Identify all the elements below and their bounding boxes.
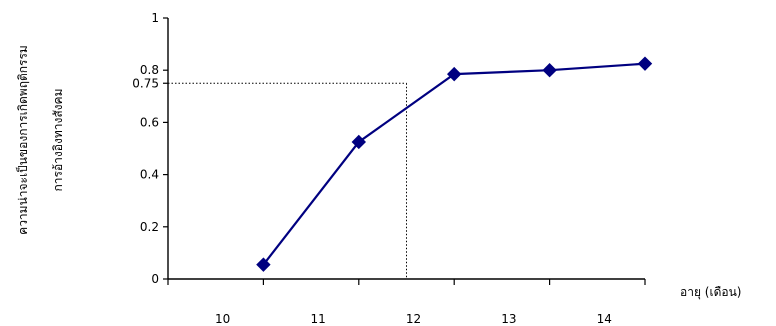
y-tick-label-3: 0.6 (140, 115, 159, 129)
x-tick-label-1: 11 (310, 312, 325, 326)
y-tick-label-4: 0.75 (132, 76, 159, 90)
x-axis-ticks: 10 11 12 13 14 (167, 279, 646, 326)
y-tick-label-5: 0.8 (140, 63, 159, 77)
y-tick-label-1: 0.2 (140, 220, 159, 234)
series-line-0 (262, 62, 646, 266)
y-tick-label-6: 1 (151, 11, 159, 25)
reference-lines (168, 82, 407, 279)
x-tick-label-3: 13 (501, 312, 516, 326)
series-group (256, 56, 653, 272)
data-point-4 (637, 56, 653, 71)
data-point-0 (256, 257, 271, 272)
data-point-2 (446, 66, 462, 82)
x-tick-label-4: 14 (597, 312, 612, 326)
data-point-1 (351, 134, 367, 150)
y-axis-title-line-2: การอ้างอิงทางสังคม (51, 89, 65, 192)
y-tick-label-0: 0 (151, 272, 159, 286)
x-axis-title: อายุ (เดือน) (680, 285, 741, 300)
y-axis-ticks: 0 0.2 0.4 0.6 0.750.8 1 (132, 11, 168, 286)
x-tick-label-2: 12 (406, 312, 421, 326)
x-tick-label-0: 10 (215, 312, 230, 326)
data-point-3 (542, 62, 557, 78)
axes (167, 18, 645, 280)
y-axis-title-line-1: ความน่าจะเป็นของการเกิดพฤติกรรม (15, 45, 30, 235)
y-tick-label-2: 0.4 (140, 168, 159, 182)
